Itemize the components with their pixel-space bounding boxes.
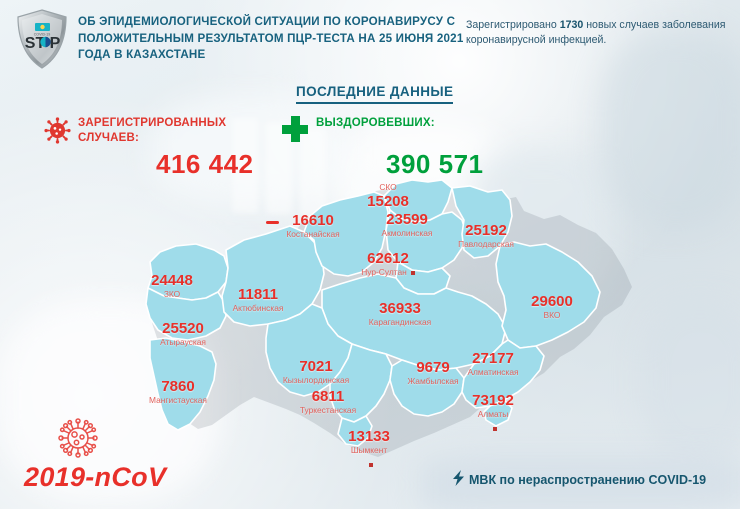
new-cases-count: 1730: [559, 19, 584, 31]
region-name: Нур-Султан: [338, 267, 438, 278]
region-label[interactable]: 24448 ЗКО: [132, 272, 212, 300]
region-value: 15208: [367, 193, 409, 210]
region-label[interactable]: 9679 Жамбылская: [391, 359, 475, 387]
svg-text:COVID-19: COVID-19: [34, 33, 51, 37]
region-name: Атырауская: [160, 337, 206, 347]
region-label[interactable]: 7021 Кызылординская: [266, 358, 366, 386]
region-value: 16610: [292, 212, 334, 229]
region-value: 11811: [237, 286, 279, 303]
new-cases-note-before: Зарегистрировано: [466, 19, 560, 31]
region-value: 23599: [386, 211, 428, 228]
virus-icon: [44, 117, 71, 144]
region-label[interactable]: 7860 Мангистауская: [130, 378, 226, 406]
recovered-value: 390 571: [386, 149, 484, 179]
stat-registered-cases: ЗАРЕГИСТРИРОВАННЫХ СЛУЧАЕВ: 416 442: [44, 116, 284, 179]
city-marker-dot: [493, 426, 497, 431]
stat-recovered: ВЫЗДОРОВЕВШИХ: 390 571: [282, 116, 512, 179]
region-value: 6811: [311, 388, 345, 405]
region-label[interactable]: 25192 Павлодарская: [444, 222, 528, 250]
city-marker-dot: [369, 462, 373, 467]
virus-outline-icon: [58, 418, 98, 458]
plus-icon: [282, 116, 308, 142]
background-blur-shape: [640, 300, 740, 460]
region-name: Жамбылская: [407, 376, 459, 386]
background-test-tube: [266, 122, 292, 214]
registered-cases-label: ЗАРЕГИСТРИРОВАННЫХ СЛУЧАЕВ:: [78, 117, 227, 144]
region-name: Карагандинская: [368, 317, 432, 327]
lightning-bolt-icon: [453, 470, 464, 486]
svg-text:P: P: [50, 35, 61, 52]
region-value: 73192: [472, 392, 514, 409]
city-marker-dot: [410, 270, 415, 275]
region-name: ВКО: [543, 310, 561, 320]
region-name: Павлодарская: [458, 239, 514, 249]
region-name: СКО: [379, 182, 397, 192]
region-label[interactable]: 73192 Алматы: [450, 392, 536, 438]
region-label[interactable]: 13133 Шымкент: [327, 428, 411, 474]
region-label[interactable]: 23599 Акмолинская: [365, 211, 449, 239]
region-value: 62612: [367, 250, 409, 267]
region-name: ЗКО: [163, 289, 181, 299]
new-cases-note: Зарегистрировано 1730 новых случаев забо…: [466, 18, 736, 48]
registered-cases-value: 416 442: [156, 149, 254, 179]
region-value: 13133: [348, 428, 390, 445]
region-label[interactable]: 36933 Карагандинская: [350, 300, 450, 328]
region-value: 7021: [299, 358, 333, 375]
ncov-brand-text: 2019-nCoV: [24, 462, 167, 492]
new-cases-note-after: новых случаев заболевания коронавирусной…: [466, 19, 726, 46]
region-name: Алматинская: [467, 367, 519, 377]
stop-coronavirus-shield-logo: COVID-19 ST P: [17, 9, 67, 69]
region-label[interactable]: 16610 Костанайская: [271, 212, 355, 240]
region-name: Акмолинская: [381, 228, 433, 238]
region-label[interactable]: СКО 15208: [353, 182, 423, 210]
region-name: Мангистауская: [149, 395, 207, 405]
region-name: Актюбинская: [232, 303, 284, 313]
region-label[interactable]: 11811 Актюбинская: [216, 286, 300, 314]
region-label[interactable]: 27177 Алматинская: [446, 350, 540, 378]
svg-text:ST: ST: [25, 35, 46, 52]
region-value: 7860: [161, 378, 195, 395]
region-name: Алматы: [477, 409, 509, 419]
region-name: Туркестанская: [299, 405, 357, 415]
region-value: 36933: [379, 300, 421, 317]
page-title: ОБ ЭПИДЕМИОЛОГИЧЕСКОЙ СИТУАЦИИ ПО КОРОНА…: [78, 15, 464, 61]
region-label[interactable]: 25520 Атырауская: [140, 320, 226, 348]
background-test-tube: [232, 118, 258, 213]
region-value: 27177: [472, 350, 514, 367]
region-label[interactable]: 6811 Туркестанская: [281, 388, 375, 416]
region-value: 24448: [151, 272, 193, 289]
footer-text: МВК по нераспространению COVID-19: [469, 473, 707, 487]
latest-data-heading: ПОСЛЕДНИЕ ДАННЫЕ: [296, 84, 454, 104]
region-name: Костанайская: [286, 229, 340, 239]
recovered-label: ВЫЗДОРОВЕВШИХ:: [316, 117, 435, 129]
footer-credit: МВК по нераспространению COVID-19: [452, 470, 706, 487]
background-blur-shape: [600, 30, 740, 230]
region-value: 9679: [416, 359, 450, 376]
region-value: 29600: [531, 293, 573, 310]
region-name: Шымкент: [350, 445, 388, 455]
region-value: 25520: [162, 320, 204, 337]
region-label[interactable]: 29600 ВКО: [512, 293, 592, 321]
region-name: Кызылординская: [282, 375, 350, 385]
region-label[interactable]: 62612 Нур-Султан: [338, 250, 438, 278]
region-value: 25192: [465, 222, 507, 239]
